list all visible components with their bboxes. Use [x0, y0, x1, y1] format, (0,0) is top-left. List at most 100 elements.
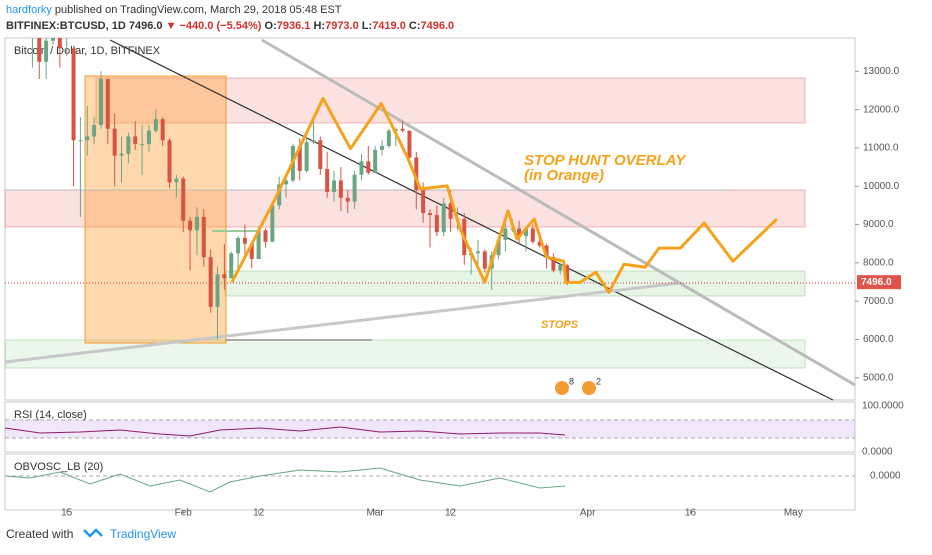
candle-body	[105, 78, 110, 129]
badge-icon[interactable]	[555, 381, 569, 395]
candle-body	[373, 149, 378, 173]
candle-body	[85, 136, 90, 141]
symbol-line: BITFINEX:BTCUSD, 1D 7496.0 ▼ −440.0 (−5.…	[6, 20, 454, 32]
candle-body	[229, 253, 234, 279]
last: 7496.0	[129, 20, 163, 32]
candle-body	[503, 228, 508, 240]
rsi-tick: 100.0000	[862, 401, 904, 412]
candle-body	[414, 157, 419, 191]
candle-body	[263, 230, 268, 242]
candle-body	[338, 180, 343, 198]
candle-body	[304, 142, 309, 171]
candle-body	[201, 216, 206, 258]
candle-body	[57, 38, 62, 49]
candle-body	[475, 251, 480, 254]
candle-body	[325, 169, 330, 192]
obv-tick: 0.0000	[870, 471, 901, 482]
rsi-pane	[4, 401, 856, 453]
candle-body	[380, 146, 385, 150]
candle-body	[133, 136, 138, 145]
candle-body	[146, 130, 151, 145]
candle-body	[270, 205, 275, 242]
candle-body	[119, 153, 124, 156]
o-key: O:	[265, 20, 277, 32]
candle-body	[537, 241, 542, 246]
candle-body	[222, 274, 227, 279]
candle-body	[366, 161, 371, 173]
candle-body	[37, 38, 42, 62]
author: hardforky	[6, 4, 52, 16]
candle-body	[160, 119, 165, 141]
candle-body	[448, 203, 453, 219]
candle-body	[92, 124, 97, 137]
candle-body	[174, 178, 179, 183]
x-tick-label: 15	[61, 508, 73, 519]
trend-line	[4, 281, 681, 364]
candle-body	[332, 180, 337, 192]
y-tick-label: 13000.0	[863, 66, 900, 77]
last-price-badge	[857, 275, 901, 290]
candle-body	[208, 257, 213, 307]
candle-body	[194, 216, 199, 231]
y-tick-label: 7000.0	[863, 296, 894, 307]
candle-body	[50, 38, 55, 41]
c-value: 7496.0	[421, 20, 455, 32]
candle-body	[153, 119, 158, 131]
obv-line	[4, 467, 566, 493]
candle-body	[78, 140, 83, 142]
candle-body	[496, 239, 501, 256]
y-tick-label: 9000.0	[863, 219, 894, 230]
annotation: (in Orange)	[524, 167, 604, 184]
candle-body	[236, 237, 241, 254]
candle-body	[249, 243, 254, 260]
candle-body	[181, 178, 186, 221]
badge-count[interactable]: 2	[596, 376, 601, 386]
candle-body	[311, 140, 316, 143]
x-tick-label: Mar	[367, 508, 385, 519]
candle-body	[434, 214, 439, 233]
candle-body	[318, 140, 323, 170]
candle-body	[407, 130, 412, 158]
candle-body	[400, 128, 405, 131]
candle-body	[345, 197, 350, 202]
candle-body	[98, 78, 103, 125]
candle-body	[71, 48, 76, 141]
candle-body	[386, 130, 391, 147]
change: ▼ −440.0 (−5.54%)	[166, 20, 262, 32]
chart-title: Bitcoin / Dollar, 1D, BITFINEX	[14, 45, 161, 57]
y-tick-label: 6000.0	[863, 334, 894, 345]
candle-body	[359, 161, 364, 175]
candle-body	[482, 251, 487, 269]
candle-body	[44, 40, 49, 62]
candle-body	[242, 237, 247, 244]
x-tick-label: May	[784, 508, 803, 519]
candle-body	[112, 128, 117, 156]
footer-brand[interactable]: TradingView	[110, 527, 176, 541]
candle-body	[551, 257, 556, 271]
l-key: L:	[362, 20, 372, 32]
candle-body	[393, 128, 398, 131]
y-tick-label: 5000.0	[863, 372, 894, 383]
candle-body	[352, 174, 357, 202]
x-tick-label: 16	[685, 508, 697, 519]
resistance-zone	[4, 189, 806, 228]
candle-body	[523, 228, 528, 237]
x-tick-label: Apr	[580, 508, 596, 519]
y-tick-label: 8000.0	[863, 258, 894, 269]
x-tick-label: 12	[253, 508, 265, 519]
candle-body	[428, 213, 432, 215]
obv-title: OBVOSC_LB (20)	[14, 461, 103, 473]
candle-body	[64, 48, 69, 50]
candle-body	[256, 230, 261, 260]
y-tick-label: 10000.0	[863, 181, 900, 192]
badge-icon[interactable]	[582, 381, 596, 395]
h-key: H:	[313, 20, 325, 32]
x-tick-label: Feb	[175, 508, 193, 519]
c-key: C:	[409, 20, 421, 32]
obv-pane	[4, 453, 856, 511]
footer-created: Created with	[6, 527, 73, 541]
footer-logo	[83, 528, 103, 538]
badge-count[interactable]: 8	[569, 376, 574, 386]
candle-body	[215, 274, 220, 307]
